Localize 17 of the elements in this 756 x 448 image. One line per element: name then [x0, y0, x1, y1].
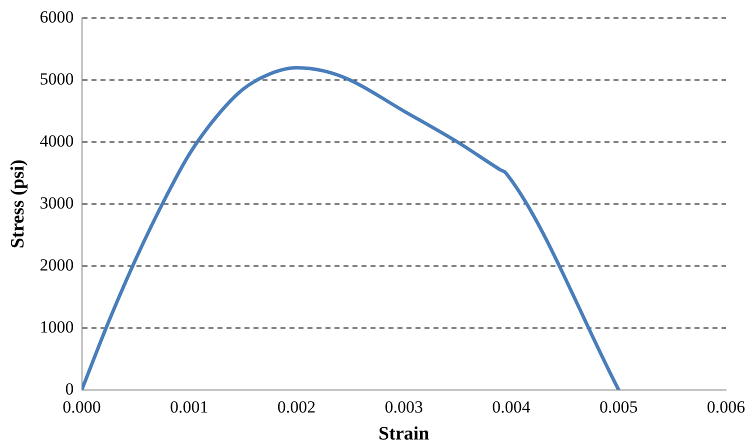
- x-tick-label: 0.003: [384, 397, 424, 416]
- y-tick-label: 2000: [40, 255, 74, 274]
- y-tick-label: 1000: [40, 317, 74, 336]
- x-tick-label: 0.004: [492, 397, 531, 416]
- line-series: [82, 66, 620, 390]
- x-tick-label: 0.006: [706, 397, 746, 416]
- y-tick-label: 6000: [40, 8, 74, 27]
- x-tick-label: 0.000: [62, 397, 101, 416]
- y-axis-title: Stress (psi): [7, 160, 28, 248]
- x-axis-title: Strain: [378, 424, 430, 445]
- x-tick-label: 0.005: [600, 397, 638, 416]
- y-tick-label: 5000: [40, 70, 74, 89]
- x-tick-label: 0.002: [277, 397, 316, 416]
- x-tick-label: 0.001: [170, 397, 208, 416]
- y-tick-label: 4000: [40, 132, 74, 151]
- y-tick-label: 3000: [40, 193, 74, 212]
- y-tick-label: 0: [65, 379, 74, 398]
